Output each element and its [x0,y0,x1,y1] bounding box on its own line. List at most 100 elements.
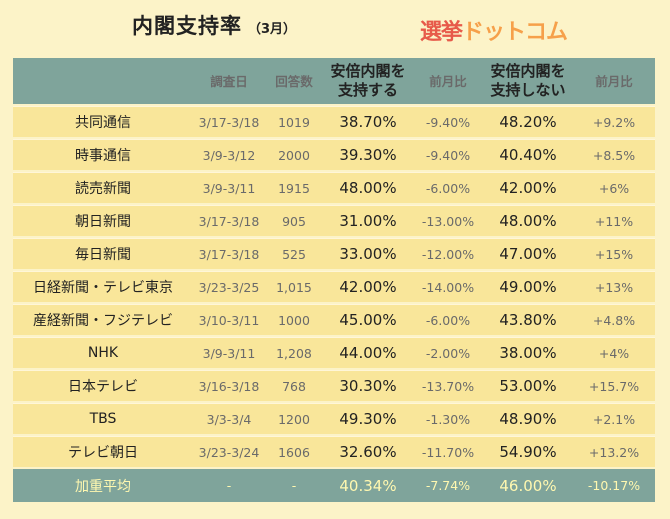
nonsupport-change-cell: +9.2% [573,106,655,137]
logo-part1: 選挙 [420,20,463,45]
table-body: 共同通信 3/17-3/18 1019 38.70% -9.40% 48.20% +9.2%… [13,106,655,502]
nonsupport-cell: 46.00% [499,476,557,495]
support-cell: 42.00% [323,271,413,302]
respondents-cell: 1915 [265,172,323,203]
support-change-cell: -12.00% [413,238,483,269]
survey-date-cell: 3/16-3/18 [193,370,265,401]
nonsupport-cell: 48.00% [483,205,573,236]
approval-table: 調査日 回答数 安倍内閣を 支持する 前月比 安倍内閣を 支持しない 前月比 共同通信 3/17… [13,56,655,504]
table-row: 朝日新聞 3/17-3/18 905 31.00% -13.00% 48.00% +11% [13,205,655,236]
outlet-name-cell: NHK [13,337,193,368]
title-main: 内閣支持率 [132,14,242,38]
outlet-name-cell: 読売新聞 [13,172,193,203]
nonsupport-change-cell: -10.17% [587,478,641,493]
respondents-cell: 1019 [265,106,323,137]
nonsupport-change-cell: +4.8% [573,304,655,335]
support-cell: 44.00% [323,337,413,368]
outlet-name-cell: 日本テレビ [13,370,193,401]
nonsupport-change-cell: +6% [573,172,655,203]
table-row: 毎日新聞 3/17-3/18 525 33.00% -12.00% 47.00% +15% [13,238,655,269]
weighted-average-row: 加重平均 - - 40.34% -7.74% 46.00% -10.17% [13,469,655,502]
survey-date-cell: 3/3-3/4 [193,403,265,434]
respondents-cell: 1,208 [265,337,323,368]
outlet-name-cell: テレビ朝日 [13,436,193,467]
support-cell: 45.00% [323,304,413,335]
respondents-cell: 525 [265,238,323,269]
support-change-cell: -6.00% [413,172,483,203]
outlet-name-cell: 時事通信 [13,139,193,170]
outlet-name-cell: 毎日新聞 [13,238,193,269]
nonsupport-change-cell: +11% [573,205,655,236]
outlet-name-cell: 共同通信 [13,106,193,137]
nonsupport-change-cell: +8.5% [573,139,655,170]
respondents-cell: 2000 [265,139,323,170]
respondents-cell: 1200 [265,403,323,434]
nonsupport-cell: 40.40% [483,139,573,170]
page-title: 内閣支持率 （3月） [132,10,296,40]
table-row: NHK 3/9-3/11 1,208 44.00% -2.00% 38.00% +4% [13,337,655,368]
survey-date-cell: 3/17-3/18 [193,205,265,236]
nonsupport-cell: 48.90% [483,403,573,434]
table-row: 共同通信 3/17-3/18 1019 38.70% -9.40% 48.20% +9.2% [13,106,655,137]
support-cell: 31.00% [323,205,413,236]
support-change-cell: -11.70% [413,436,483,467]
site-logo[interactable]: 選挙ドットコム [420,14,568,46]
table-row: テレビ朝日 3/23-3/24 1606 32.60% -11.70% 54.90% +13… [13,436,655,467]
nonsupport-cell: 42.00% [483,172,573,203]
nonsupport-change-cell: +13.2% [573,436,655,467]
survey-date-cell: 3/17-3/18 [193,106,265,137]
support-cell: 30.30% [323,370,413,401]
nonsupport-change-cell: +15% [573,238,655,269]
survey-date-cell: 3/17-3/18 [193,238,265,269]
respondents-cell: - [291,478,297,493]
table-row: 日本テレビ 3/16-3/18 768 30.30% -13.70% 53.00% +15.… [13,370,655,401]
support-cell: 38.70% [323,106,413,137]
survey-date-cell: 3/9-3/12 [193,139,265,170]
column-header-nonsupport-change: 前月比 [595,73,633,89]
support-cell: 49.30% [323,403,413,434]
table-row: 時事通信 3/9-3/12 2000 39.30% -9.40% 40.40% +8.5% [13,139,655,170]
column-header-name [13,58,193,104]
support-cell: 40.34% [339,476,397,495]
support-change-cell: -7.74% [425,478,471,493]
support-change-cell: -9.40% [413,139,483,170]
support-change-cell: -6.00% [413,304,483,335]
title-sub: （3月） [248,22,297,37]
support-cell: 32.60% [323,436,413,467]
survey-date-cell: 3/10-3/11 [193,304,265,335]
outlet-name-cell: 日経新聞・テレビ東京 [13,271,193,302]
support-cell: 33.00% [323,238,413,269]
header: 内閣支持率 （3月） 選挙ドットコム [0,0,670,54]
support-change-cell: -14.00% [413,271,483,302]
column-header-respondents: 回答数 [275,73,313,89]
outlet-name-cell: TBS [13,403,193,434]
support-change-cell: -13.70% [413,370,483,401]
table-row: TBS 3/3-3/4 1200 49.30% -1.30% 48.90% +2.1% [13,403,655,434]
logo-part2: ドットコム [462,20,568,45]
support-cell: 48.00% [323,172,413,203]
column-header-date: 調査日 [210,73,248,89]
nonsupport-cell: 48.20% [483,106,573,137]
nonsupport-cell: 47.00% [483,238,573,269]
respondents-cell: 768 [265,370,323,401]
support-cell: 39.30% [323,139,413,170]
outlet-name-cell: 産経新聞・フジテレビ [13,304,193,335]
column-header-support: 安倍内閣を 支持する [330,62,406,99]
table-row: 産経新聞・フジテレビ 3/10-3/11 1000 45.00% -6.00% 43.80… [13,304,655,335]
nonsupport-cell: 49.00% [483,271,573,302]
support-change-cell: -1.30% [413,403,483,434]
nonsupport-change-cell: +15.7% [573,370,655,401]
nonsupport-change-cell: +4% [573,337,655,368]
nonsupport-cell: 53.00% [483,370,573,401]
nonsupport-cell: 54.90% [483,436,573,467]
support-change-cell: -2.00% [413,337,483,368]
survey-date-cell: - [226,478,232,493]
respondents-cell: 1606 [265,436,323,467]
nonsupport-change-cell: +2.1% [573,403,655,434]
nonsupport-cell: 43.80% [483,304,573,335]
nonsupport-change-cell: +13% [573,271,655,302]
support-change-cell: -13.00% [413,205,483,236]
respondents-cell: 1,015 [265,271,323,302]
respondents-cell: 1000 [265,304,323,335]
respondents-cell: 905 [265,205,323,236]
